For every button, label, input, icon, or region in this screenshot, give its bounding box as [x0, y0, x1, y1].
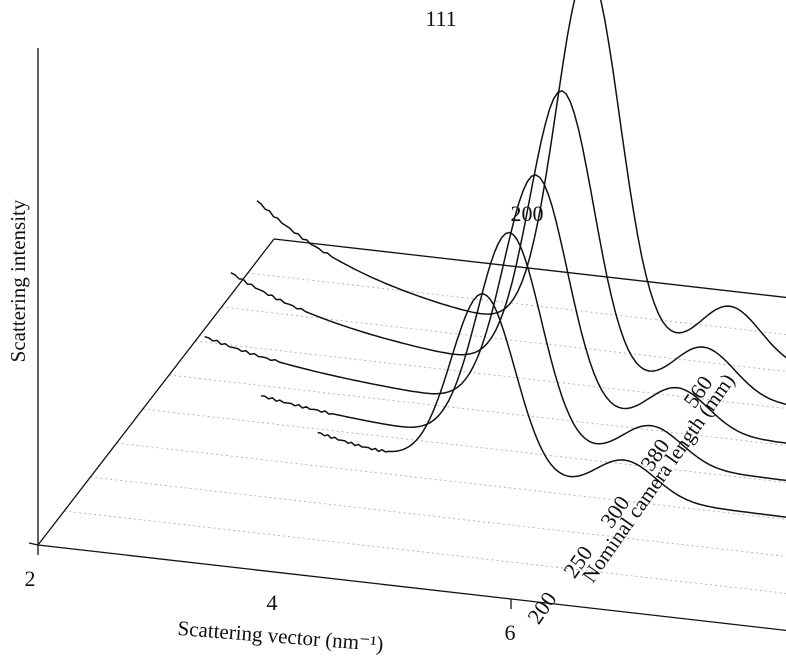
floor-outline: [36, 238, 786, 632]
depth-gridline: [247, 272, 786, 335]
z-tick-label: 200: [522, 587, 561, 628]
series-curve-380: [230, 90, 786, 406]
peak-annotation-200: 200: [511, 201, 544, 226]
series-curve-200: [317, 293, 786, 518]
depth-gridlines: [64, 272, 786, 594]
depth-gridline: [142, 408, 786, 483]
depth-gridline: [169, 374, 786, 446]
series-curve-560: [256, 0, 786, 359]
x-tick-label: 2: [25, 566, 36, 591]
peak-annotation-111: 111: [425, 6, 456, 31]
x-tick-label: 4: [267, 590, 278, 615]
depth-gridline: [116, 442, 786, 520]
z-axis-label: Nominal camera length (mm): [577, 369, 739, 587]
depth-gridline: [221, 306, 786, 372]
depth-gridline: [90, 476, 786, 557]
x-tick-label: 6: [505, 620, 516, 645]
x-axis-label: Scattering vector (nm⁻¹): [177, 616, 385, 656]
depth-gridline: [64, 510, 786, 594]
series-curves: [204, 0, 786, 518]
y-axis-label: Scattering intensity: [6, 199, 30, 362]
axes: [28, 48, 786, 632]
series-curve-300: [204, 174, 786, 444]
depth-gridline: [195, 340, 786, 409]
series-curve-250: [261, 231, 786, 482]
y-axis-tick: [28, 542, 39, 546]
